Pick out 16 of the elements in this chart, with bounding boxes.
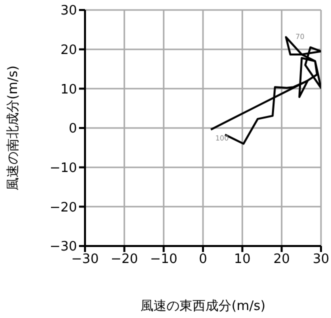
x-tick-label: 20 — [273, 252, 290, 268]
x-tick-label: −10 — [150, 252, 178, 268]
y-tick-label: −30 — [50, 240, 77, 255]
y-tick-label: 30 — [60, 4, 77, 19]
x-tick-label: −20 — [110, 252, 138, 268]
y-axis-title: 風速の南北成分(m/s) — [6, 66, 22, 190]
x-tick-label: 0 — [198, 252, 208, 268]
x-tick-label: −30 — [71, 252, 99, 268]
x-axis-title: 風速の東西成分(m/s) — [140, 299, 266, 314]
y-tick-label: 10 — [60, 82, 77, 98]
y-tick-label: 20 — [60, 42, 77, 58]
y-tick-label: −20 — [50, 200, 77, 216]
y-tick-label: −10 — [50, 160, 77, 176]
x-tick-label: 10 — [234, 252, 251, 268]
x-tick-label: 30 — [312, 252, 330, 268]
y-tick-label: 0 — [68, 122, 77, 137]
